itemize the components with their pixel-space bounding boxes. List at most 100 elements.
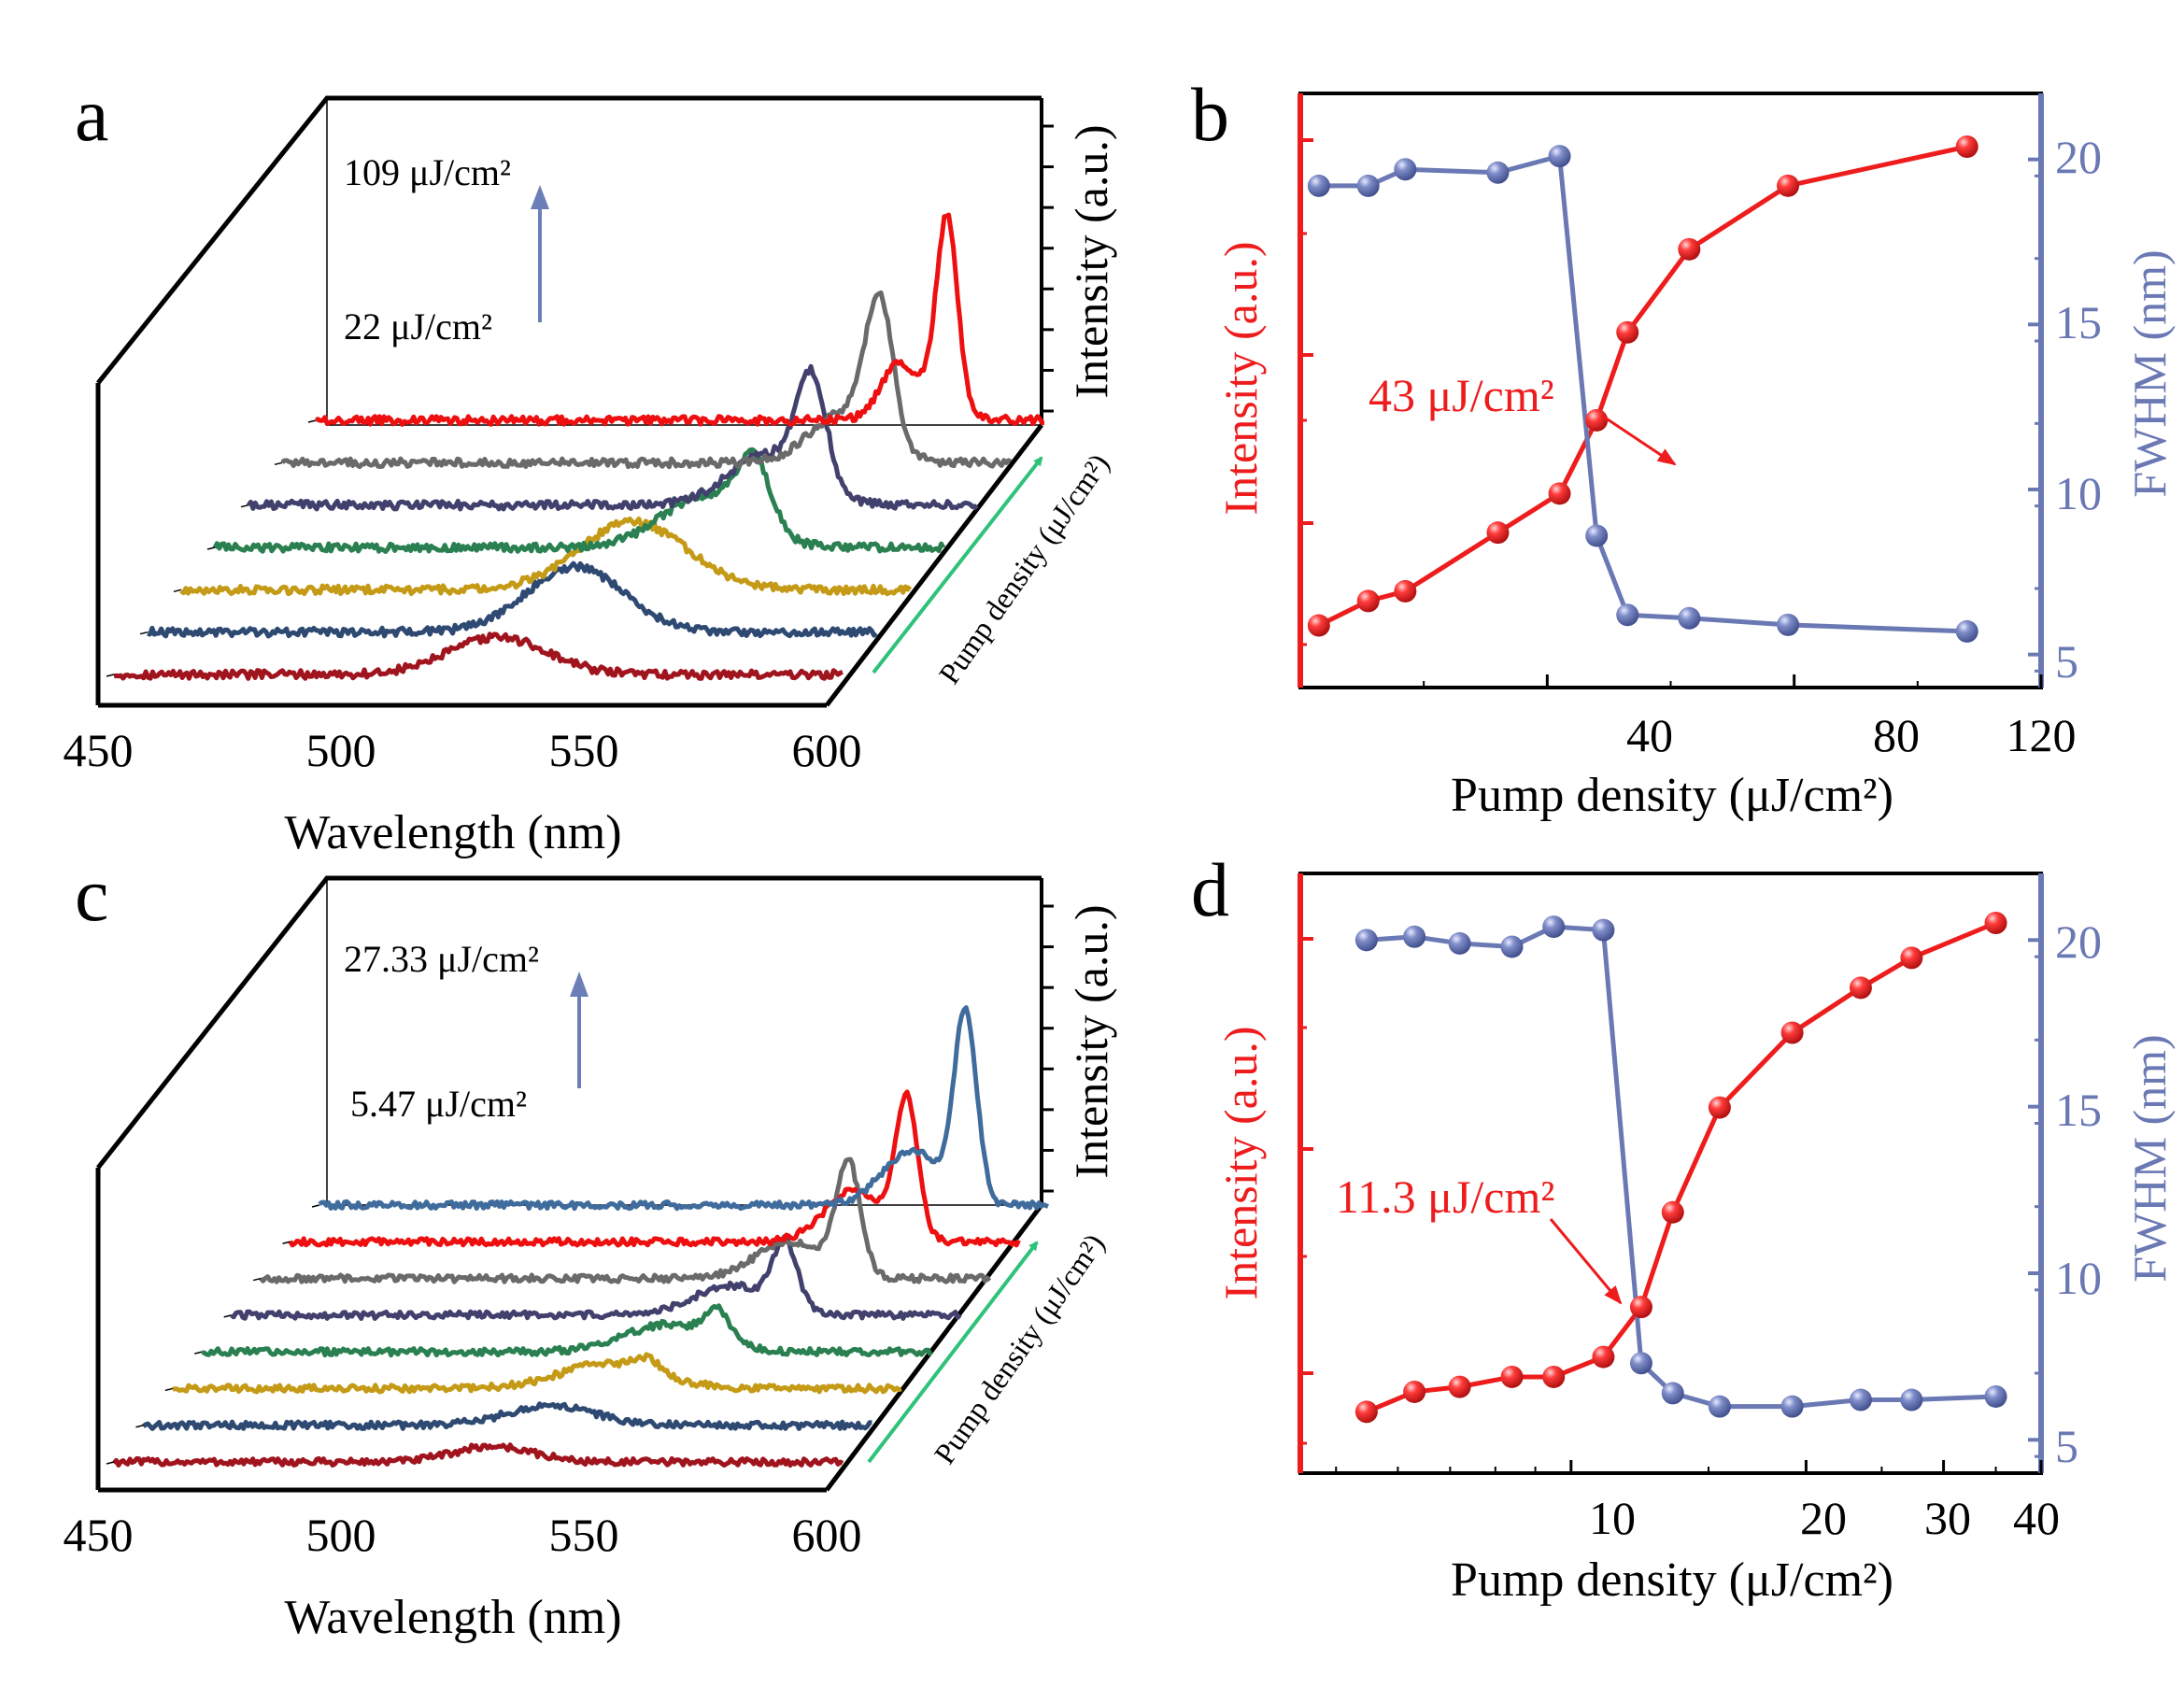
fwhm-point bbox=[1678, 606, 1701, 630]
panel-b-ticks bbox=[1300, 138, 2043, 688]
x-axis-label: Wavelength (nm) bbox=[284, 1591, 621, 1644]
panel-b-y2-ticklabels: 5 10 15 20 bbox=[2055, 131, 2102, 688]
intensity-point bbox=[1394, 579, 1417, 603]
intensity-point bbox=[1900, 946, 1923, 970]
panel-letter-c: c bbox=[75, 852, 108, 937]
fwhm-point bbox=[1356, 174, 1380, 197]
spectrum-baseline-stub bbox=[282, 1241, 291, 1245]
spectrum-line bbox=[318, 1005, 1049, 1212]
panel-d-threshold: d 10 20 30 40 5 10 15 20 Pump density (μ… bbox=[1191, 847, 2176, 1607]
threshold-arrow bbox=[1549, 1218, 1623, 1305]
fwhm-point bbox=[1708, 1395, 1731, 1418]
panel-d-ticks bbox=[1300, 937, 2043, 1473]
fwhm-point bbox=[1585, 524, 1609, 547]
intensity-point bbox=[1448, 1375, 1471, 1398]
pump-direction-arrow bbox=[867, 1241, 1039, 1464]
pump-direction-arrow bbox=[872, 456, 1043, 674]
y2-axis-label: FWHM (nm) bbox=[2123, 1034, 2176, 1282]
spectrum-baseline-stub bbox=[252, 1277, 262, 1282]
tick-label: 10 bbox=[2055, 467, 2102, 519]
intensity-point bbox=[1542, 1365, 1566, 1388]
annotation-low: 22 μJ/cm² bbox=[344, 305, 492, 348]
spectrum-line bbox=[288, 1089, 1021, 1248]
intensity-point bbox=[1849, 976, 1872, 1000]
panel-d-x-ticklabels: 10 20 30 40 bbox=[1589, 1492, 2060, 1544]
spectrum-baseline-stub bbox=[240, 504, 249, 508]
fwhm-point bbox=[1354, 929, 1378, 952]
x-axis-label: Wavelength (nm) bbox=[284, 806, 621, 859]
tick-label: 500 bbox=[306, 1509, 376, 1561]
intensity-point bbox=[1592, 1345, 1615, 1369]
panel-d-series bbox=[1354, 912, 2007, 1424]
panel-a-x-ticklabels: 450 500 550 600 bbox=[64, 724, 862, 776]
fwhm-point bbox=[1777, 613, 1800, 636]
threshold-annotation: 11.3 μJ/cm² bbox=[1336, 1170, 1554, 1223]
panel-letter-d: d bbox=[1191, 847, 1229, 932]
intensity-line bbox=[1317, 144, 1968, 628]
panel-b-series bbox=[1307, 135, 1978, 643]
panel-c-x-ticklabels: 450 500 550 600 bbox=[64, 1509, 862, 1561]
fwhm-point bbox=[1616, 603, 1639, 627]
spectrum-baseline-stub bbox=[106, 1461, 115, 1465]
panel-c-right-ticks bbox=[1042, 904, 1054, 1193]
fwhm-point bbox=[1661, 1382, 1684, 1405]
tick-label: 450 bbox=[64, 724, 134, 776]
fwhm-point bbox=[1403, 925, 1426, 948]
spectrum-line bbox=[147, 560, 878, 639]
intensity-point bbox=[1708, 1096, 1731, 1119]
spectrum-baseline-stub bbox=[173, 589, 182, 593]
tick-label: 80 bbox=[1873, 709, 1920, 761]
tick-label: 5 bbox=[2055, 635, 2078, 688]
intensity-point bbox=[1616, 320, 1639, 344]
panel-a-box bbox=[95, 95, 1043, 708]
tick-label: 120 bbox=[2007, 709, 2077, 761]
tick-label: 20 bbox=[1800, 1492, 1847, 1544]
fwhm-point bbox=[1849, 1388, 1872, 1411]
fwhm-point bbox=[1592, 918, 1615, 942]
tick-label: 600 bbox=[792, 724, 862, 776]
fwhm-point bbox=[1394, 158, 1417, 181]
y2-axis-label: FWHM (nm) bbox=[2123, 249, 2176, 497]
fwhm-point bbox=[1955, 619, 1978, 643]
spectrum-line bbox=[179, 516, 913, 597]
tick-label: 550 bbox=[549, 724, 619, 776]
spectrum-baseline-stub bbox=[164, 1387, 174, 1392]
spectrum-line bbox=[172, 1352, 902, 1395]
y-axis-label: Intensity (a.u.) bbox=[1214, 1027, 1267, 1300]
tick-label: 450 bbox=[64, 1509, 134, 1561]
tick-label: 500 bbox=[306, 724, 376, 776]
spectrum-line bbox=[315, 212, 1045, 427]
intensity-point bbox=[1356, 589, 1380, 613]
intensity-point bbox=[1486, 521, 1510, 545]
label-arrow bbox=[570, 972, 589, 1088]
panel-a-spectra bbox=[106, 212, 1045, 681]
fwhm-point bbox=[1486, 161, 1510, 184]
intensity-point bbox=[1984, 912, 2007, 934]
panel-b-x-ticklabels: 40 80 120 bbox=[1626, 709, 2077, 761]
panel-c-spectra bbox=[106, 1005, 1049, 1468]
spectrum-line bbox=[259, 1156, 992, 1284]
spectrum-line bbox=[212, 447, 946, 554]
tick-label: 550 bbox=[549, 1509, 619, 1561]
spectrum-line bbox=[113, 631, 844, 681]
intensity-point bbox=[1500, 1365, 1524, 1388]
tick-label: 20 bbox=[2055, 915, 2102, 968]
panel-b-threshold: b 40 80 120 5 10 15 20 Pump density (μJ/… bbox=[1191, 72, 2176, 822]
fwhm-point bbox=[1629, 1352, 1652, 1375]
intensity-point bbox=[1403, 1380, 1426, 1403]
tick-label: 10 bbox=[2055, 1252, 2102, 1304]
fwhm-point bbox=[1548, 145, 1571, 168]
spectrum-baseline-stub bbox=[106, 674, 115, 677]
panel-a-right-ticks bbox=[1042, 124, 1054, 413]
spectrum-baseline-stub bbox=[194, 1351, 203, 1355]
z-axis-label: Pump density (μJ/cm²) bbox=[932, 447, 1116, 690]
panel-letter-b: b bbox=[1191, 72, 1229, 157]
y-axis-label: Intensity (a.u.) bbox=[1065, 125, 1117, 399]
spectrum-line bbox=[230, 1233, 962, 1321]
tick-label: 600 bbox=[792, 1509, 862, 1561]
spectrum-line bbox=[141, 1401, 872, 1431]
intensity-line bbox=[1365, 920, 1997, 1414]
spectrum-baseline-stub bbox=[139, 631, 149, 635]
spectrum-baseline-stub bbox=[206, 546, 216, 550]
